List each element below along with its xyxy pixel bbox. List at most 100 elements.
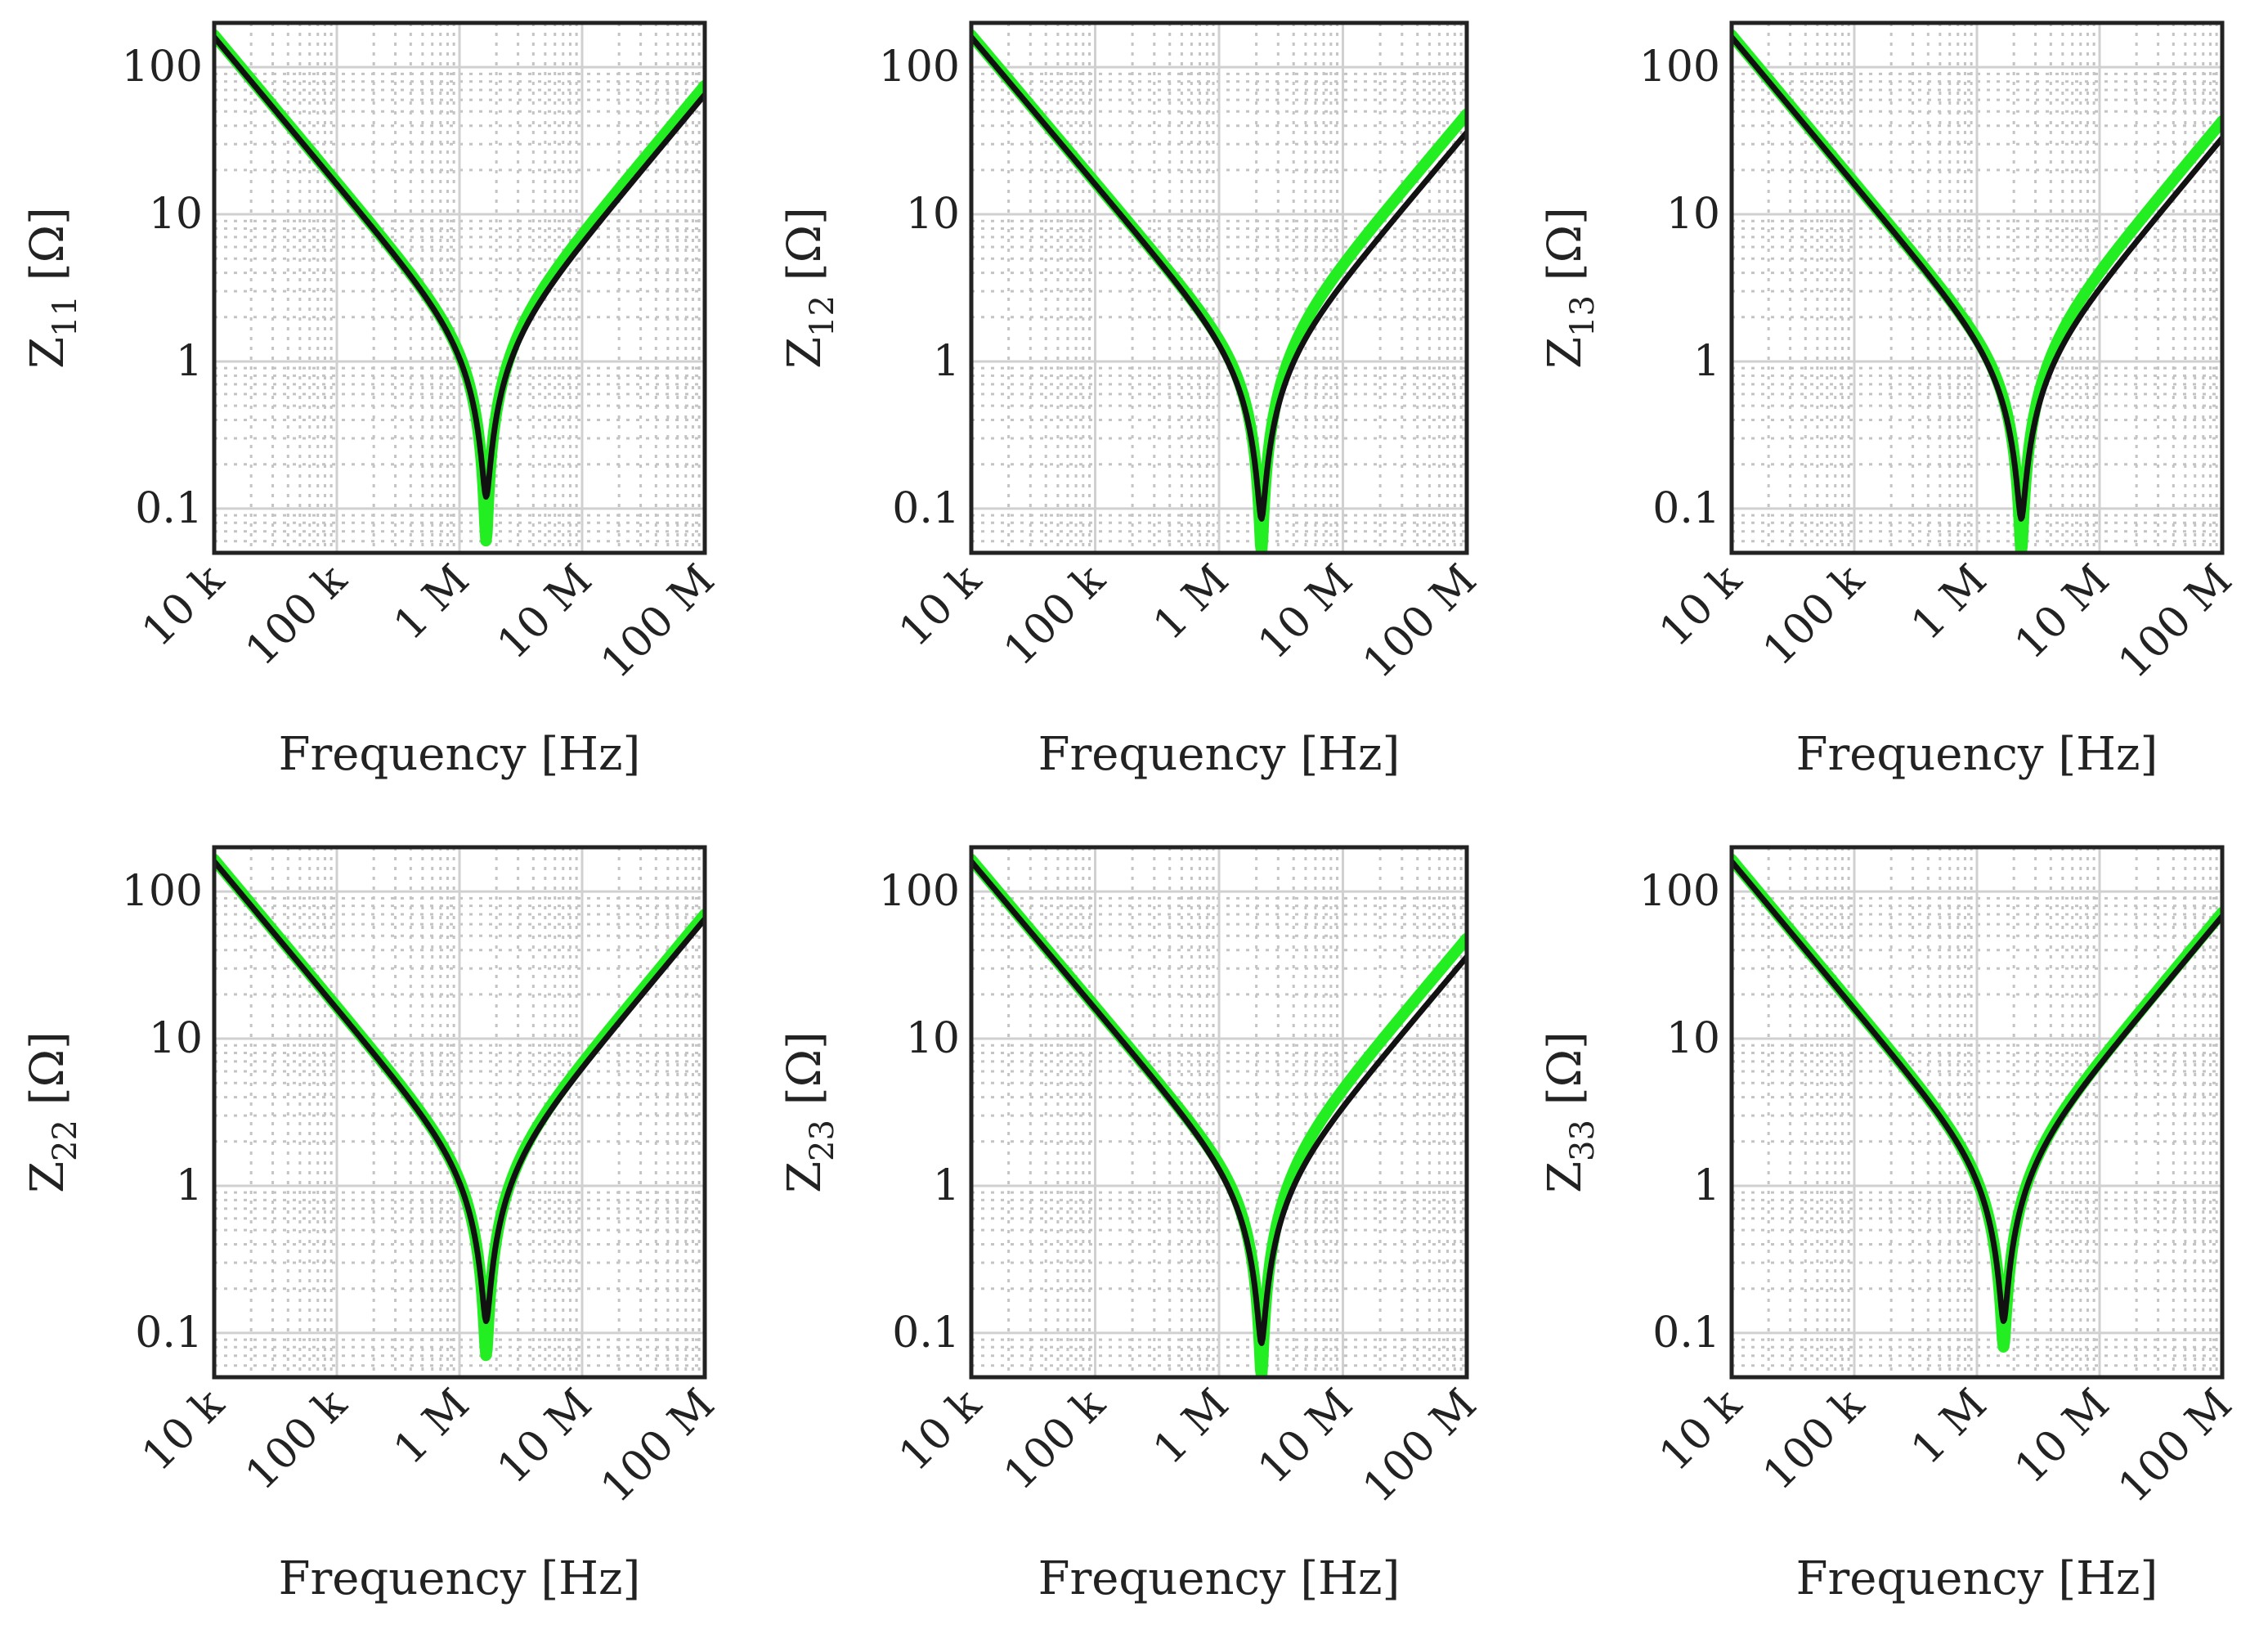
y-axis-title: Z22 [Ω] bbox=[21, 1031, 84, 1193]
y-axis-unit: [Ω] bbox=[21, 207, 74, 295]
axes-frame bbox=[1729, 845, 2225, 1380]
y-tick-label: 1 bbox=[1693, 1161, 1720, 1210]
y-tick-label: 0.1 bbox=[1652, 1309, 1720, 1358]
grid-lines bbox=[1732, 847, 2222, 1377]
y-axis-title: Z11 [Ω] bbox=[21, 207, 84, 369]
x-tick-label: 10 M bbox=[1249, 1380, 1363, 1493]
x-tick-label: 10 k bbox=[132, 555, 234, 657]
y-tick-label: 10 bbox=[906, 190, 960, 239]
y-axis-subscript: 13 bbox=[1564, 295, 1602, 337]
x-tick-label: 100 M bbox=[592, 1380, 724, 1512]
y-tick-label: 10 bbox=[906, 1014, 960, 1063]
curves bbox=[1732, 29, 2222, 553]
curves bbox=[1732, 854, 2222, 1353]
axes-frame bbox=[969, 20, 1469, 555]
y-axis-unit: [Ω] bbox=[1539, 207, 1592, 295]
x-tick-label: 100 M bbox=[592, 555, 724, 688]
x-tick-label: 1 M bbox=[1145, 1380, 1239, 1474]
x-tick-label: 1 M bbox=[385, 555, 479, 649]
x-tick-label: 1 M bbox=[385, 1380, 479, 1474]
y-axis-subscript: 22 bbox=[47, 1120, 84, 1161]
y-axis-subscript: 33 bbox=[1564, 1120, 1602, 1161]
model-impedance-line bbox=[214, 34, 705, 500]
grid-lines bbox=[214, 23, 705, 553]
y-tick-label: 0.1 bbox=[135, 1309, 203, 1358]
model-impedance-line bbox=[214, 858, 705, 1324]
curves bbox=[971, 29, 1467, 553]
y-tick-label: 0.1 bbox=[892, 1309, 960, 1358]
y-axis-title: Z33 [Ω] bbox=[1539, 1031, 1602, 1193]
x-tick-label: 100 k bbox=[995, 555, 1115, 676]
y-tick-label: 100 bbox=[1639, 867, 1720, 916]
y-tick-label: 100 bbox=[122, 867, 203, 916]
y-tick-label: 1 bbox=[176, 1161, 203, 1210]
y-tick-label: 1 bbox=[1693, 337, 1720, 386]
model-impedance-line bbox=[1732, 34, 2222, 522]
axes-frame bbox=[969, 845, 1469, 1380]
y-tick-label: 10 bbox=[149, 1014, 203, 1063]
y-axis-subscript: 23 bbox=[804, 1120, 841, 1161]
y-axis-symbol: Z bbox=[778, 337, 831, 369]
x-axis-title: Frequency [Hz] bbox=[279, 1552, 641, 1605]
x-tick-label: 1 M bbox=[1145, 555, 1239, 649]
y-axis-symbol: Z bbox=[778, 1161, 831, 1193]
x-tick-label: 10 M bbox=[488, 1380, 602, 1493]
curves bbox=[971, 854, 1467, 1377]
grid-lines bbox=[971, 847, 1467, 1377]
y-tick-label: 1 bbox=[933, 1161, 960, 1210]
y-tick-label: 100 bbox=[879, 43, 960, 92]
x-tick-label: 100 k bbox=[236, 1380, 356, 1500]
x-axis-title: Frequency [Hz] bbox=[1038, 1552, 1401, 1605]
x-tick-label: 10 M bbox=[2006, 1380, 2119, 1493]
y-axis-symbol: Z bbox=[1539, 337, 1592, 369]
y-tick-label: 0.1 bbox=[1652, 484, 1720, 533]
x-tick-label: 100 k bbox=[995, 1380, 1115, 1500]
x-tick-label: 10 k bbox=[1650, 555, 1751, 657]
y-axis-symbol: Z bbox=[1539, 1161, 1592, 1193]
y-axis-unit: [Ω] bbox=[21, 1031, 74, 1120]
x-tick-label: 10 k bbox=[890, 1380, 991, 1481]
curves bbox=[214, 854, 705, 1362]
y-axis-title: Z13 [Ω] bbox=[1539, 207, 1602, 369]
x-tick-label: 10 M bbox=[1249, 555, 1363, 669]
grid-lines bbox=[214, 847, 705, 1377]
y-tick-label: 1 bbox=[176, 337, 203, 386]
x-tick-label: 100 M bbox=[1354, 1380, 1486, 1512]
y-tick-label: 100 bbox=[879, 867, 960, 916]
y-tick-label: 10 bbox=[1666, 190, 1720, 239]
y-tick-label: 10 bbox=[149, 190, 203, 239]
y-axis-unit: [Ω] bbox=[778, 1031, 831, 1120]
y-tick-label: 1 bbox=[933, 337, 960, 386]
x-tick-label: 100 k bbox=[1754, 555, 1874, 676]
y-axis-symbol: Z bbox=[21, 337, 74, 369]
x-axis-title: Frequency [Hz] bbox=[1038, 728, 1401, 781]
model-impedance-line bbox=[1732, 858, 2222, 1324]
model-impedance-line bbox=[971, 858, 1467, 1346]
y-axis-subscript: 12 bbox=[804, 295, 841, 337]
x-tick-label: 1 M bbox=[1903, 1380, 1997, 1474]
y-tick-label: 100 bbox=[122, 43, 203, 92]
y-tick-label: 100 bbox=[1639, 43, 1720, 92]
y-tick-label: 10 bbox=[1666, 1014, 1720, 1063]
model-impedance-line bbox=[971, 34, 1467, 522]
x-axis-title: Frequency [Hz] bbox=[1796, 728, 2158, 781]
x-tick-label: 10 M bbox=[2006, 555, 2119, 669]
x-axis-title: Frequency [Hz] bbox=[279, 728, 641, 781]
x-tick-label: 1 M bbox=[1903, 555, 1997, 649]
x-tick-label: 100 M bbox=[1354, 555, 1486, 688]
curves bbox=[214, 29, 705, 547]
y-axis-unit: [Ω] bbox=[1539, 1031, 1592, 1120]
x-axis-title: Frequency [Hz] bbox=[1796, 1552, 2158, 1605]
y-tick-label: 0.1 bbox=[892, 484, 960, 533]
y-axis-symbol: Z bbox=[21, 1161, 74, 1193]
x-tick-label: 100 M bbox=[2109, 1380, 2242, 1512]
y-axis-title: Z12 [Ω] bbox=[778, 207, 841, 369]
y-axis-title: Z23 [Ω] bbox=[778, 1031, 841, 1193]
x-tick-label: 10 k bbox=[132, 1380, 234, 1481]
